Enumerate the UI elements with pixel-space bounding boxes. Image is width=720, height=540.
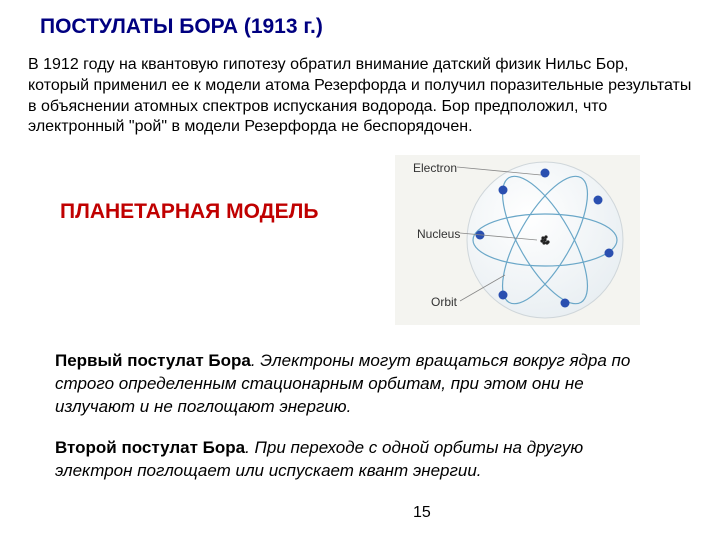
page-number: 15 bbox=[413, 504, 431, 522]
label-orbit: Orbit bbox=[431, 295, 457, 309]
postulate-2: Второй постулат Бора. При переходе с одн… bbox=[55, 437, 645, 483]
label-electron: Electron bbox=[413, 161, 457, 175]
postulate-1: Первый постулат Бора. Электроны могут вр… bbox=[55, 350, 645, 419]
intro-paragraph: В 1912 году на квантовую гипотезу обрати… bbox=[28, 55, 693, 138]
model-subtitle: ПЛАНЕТАРНАЯ МОДЕЛЬ bbox=[60, 200, 318, 224]
postulates-block: Первый постулат Бора. Электроны могут вр… bbox=[55, 350, 645, 501]
atom-diagram: Electron Nucleus Orbit bbox=[395, 155, 640, 325]
postulate-1-label: Первый постулат Бора bbox=[55, 351, 251, 370]
page-title: ПОСТУЛАТЫ БОРА (1913 г.) bbox=[40, 15, 323, 39]
postulate-2-label: Второй постулат Бора bbox=[55, 438, 245, 457]
label-nucleus: Nucleus bbox=[417, 227, 460, 241]
